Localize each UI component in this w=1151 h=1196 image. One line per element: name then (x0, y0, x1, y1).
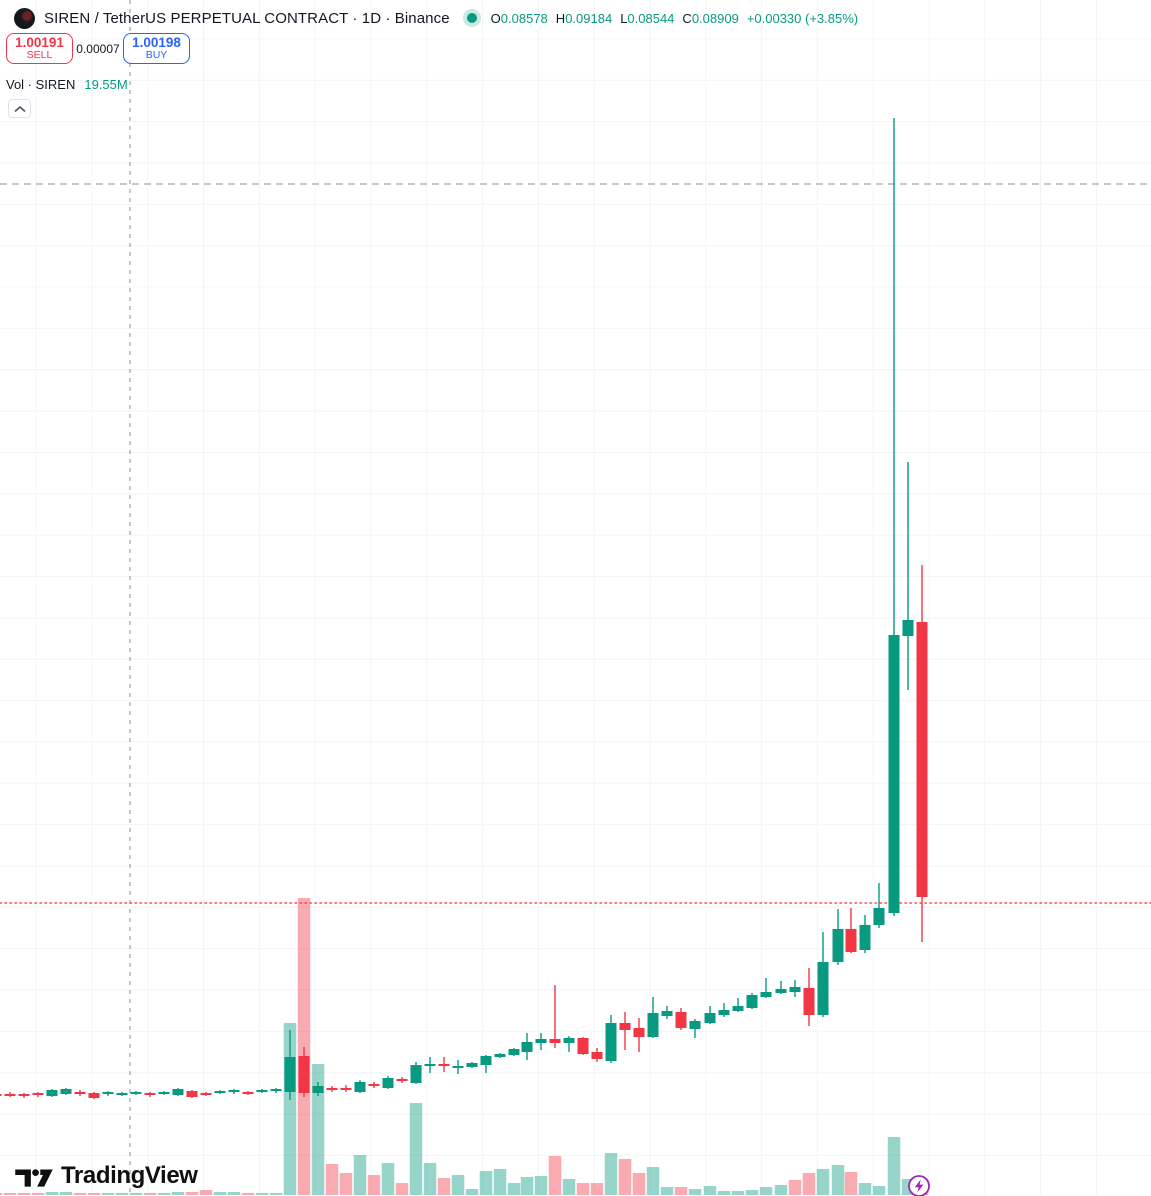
volume-legend[interactable]: Vol · SIREN 19.55M (6, 76, 128, 92)
tradingview-mark-icon (15, 1168, 53, 1187)
buy-button[interactable]: 1.00198 BUY (123, 33, 190, 64)
collapse-pane-button[interactable] (8, 99, 31, 118)
brand-name: TradingView (61, 1162, 198, 1189)
buy-label: BUY (145, 49, 168, 62)
low-label: L (620, 10, 628, 26)
close-value: 0.08909 (691, 10, 739, 26)
chevron-up-icon (14, 105, 25, 112)
buy-price: 1.00198 (132, 34, 181, 50)
tradingview-logo[interactable]: TradingView (14, 1162, 198, 1190)
sell-price: 1.00191 (15, 34, 64, 50)
ohlc-values: O0.08578 H0.09184 L0.08544 C0.08909 +0.0… (491, 11, 858, 26)
high-label: H (555, 10, 566, 26)
high-value: 0.09184 (565, 10, 613, 26)
open-value: 0.08578 (500, 10, 548, 26)
volume-label: Vol · SIREN (6, 76, 76, 92)
low-value: 0.08544 (627, 10, 675, 26)
symbol-title[interactable]: SIREN / TetherUS PERPETUAL CONTRACT · 1D… (44, 9, 450, 27)
spread-value: 0.00007 (76, 41, 120, 56)
chart-legend: SIREN / TetherUS PERPETUAL CONTRACT · 1D… (14, 6, 858, 30)
market-status-dot-icon[interactable] (466, 13, 477, 23)
coin-logo-icon (14, 7, 35, 29)
sell-label: SELL (26, 49, 53, 62)
close-label: C (682, 10, 692, 26)
open-label: O (490, 10, 501, 26)
change-value: +0.00330 (+3.85%) (746, 10, 859, 26)
trade-buttons: 1.00191 SELL 0.00007 1.00198 BUY (6, 33, 190, 64)
flash-icon[interactable] (905, 1172, 935, 1196)
sell-button[interactable]: 1.00191 SELL (6, 33, 73, 64)
volume-value: 19.55M (84, 76, 128, 92)
